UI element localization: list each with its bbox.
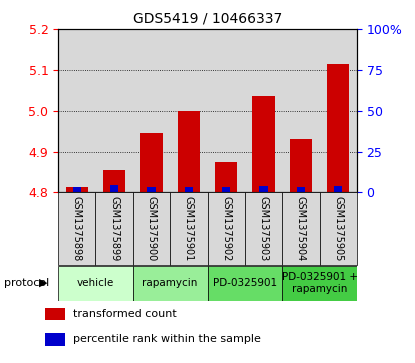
Text: GSM1375902: GSM1375902 [221, 196, 231, 261]
Bar [290, 139, 312, 192]
Bar [170, 29, 208, 192]
Bar [133, 192, 170, 265]
Bar [215, 162, 237, 192]
Bar [66, 187, 88, 192]
Bar [259, 186, 268, 192]
Text: GSM1375899: GSM1375899 [109, 196, 119, 261]
Bar [320, 192, 357, 265]
Bar [110, 185, 118, 192]
Bar [327, 64, 349, 192]
Text: percentile rank within the sample: percentile rank within the sample [73, 334, 261, 344]
Bar [58, 192, 95, 265]
Bar [282, 266, 357, 301]
Bar [245, 29, 282, 192]
Bar [245, 192, 282, 265]
Text: GSM1375900: GSM1375900 [146, 196, 156, 261]
Bar [334, 186, 342, 192]
Bar [73, 187, 81, 192]
Text: PD-0325901: PD-0325901 [213, 278, 277, 288]
Text: protocol: protocol [4, 278, 49, 288]
Bar [58, 266, 133, 301]
Bar [282, 192, 320, 265]
Text: GSM1375903: GSM1375903 [259, 196, 269, 261]
Bar [208, 29, 245, 192]
Text: vehicle: vehicle [77, 278, 114, 288]
Text: ▶: ▶ [39, 278, 48, 288]
Bar [95, 29, 133, 192]
Bar [140, 133, 163, 192]
Text: GSM1375898: GSM1375898 [72, 196, 82, 261]
Text: GSM1375901: GSM1375901 [184, 196, 194, 261]
Bar [185, 187, 193, 192]
Text: GSM1375905: GSM1375905 [333, 196, 343, 261]
Bar [282, 29, 320, 192]
Bar [222, 187, 230, 192]
Bar [208, 192, 245, 265]
Bar [58, 29, 95, 192]
Text: PD-0325901 +
rapamycin: PD-0325901 + rapamycin [281, 272, 358, 294]
Bar [170, 192, 208, 265]
Bar [147, 188, 156, 192]
Bar [297, 187, 305, 192]
Text: rapamycin: rapamycin [142, 278, 198, 288]
Text: GSM1375904: GSM1375904 [296, 196, 306, 261]
Bar [208, 266, 282, 301]
Bar [45, 308, 65, 320]
Bar [133, 266, 208, 301]
Bar [133, 29, 170, 192]
Bar [178, 111, 200, 192]
Bar [95, 192, 133, 265]
Title: GDS5419 / 10466337: GDS5419 / 10466337 [133, 11, 282, 25]
Bar [252, 97, 275, 192]
Bar [320, 29, 357, 192]
Text: transformed count: transformed count [73, 309, 176, 319]
Bar [45, 333, 65, 346]
Bar [103, 170, 125, 192]
